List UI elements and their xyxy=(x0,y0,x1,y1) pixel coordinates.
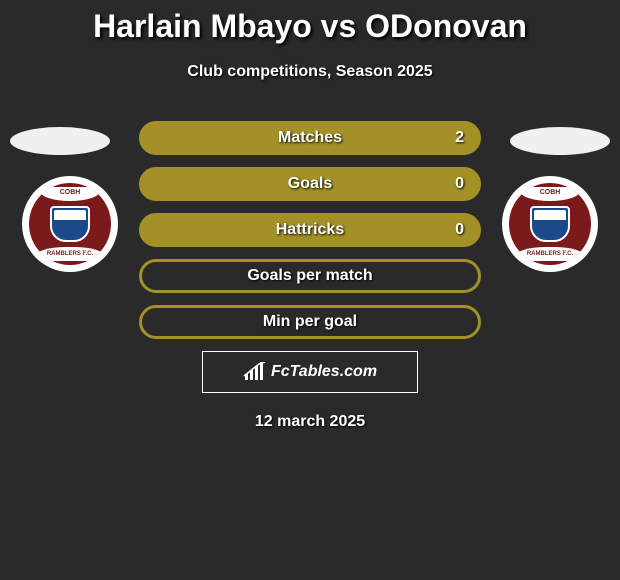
crest-left: COBH RAMBLERS F.C. xyxy=(29,183,111,265)
stat-row-hattricks: Hattricks 0 xyxy=(139,213,481,247)
player-right-disc xyxy=(510,127,610,155)
page-title: Harlain Mbayo vs ODonovan xyxy=(0,0,620,45)
team-left-badge: COBH RAMBLERS F.C. xyxy=(22,176,118,272)
stat-label: Min per goal xyxy=(263,313,357,331)
crest-left-top-text: COBH xyxy=(40,187,100,201)
stat-row-goals: Goals 0 xyxy=(139,167,481,201)
crest-right-shield xyxy=(530,206,570,242)
stat-value: 0 xyxy=(455,221,464,239)
team-right-badge: COBH RAMBLERS F.C. xyxy=(502,176,598,272)
stat-label: Hattricks xyxy=(276,221,344,239)
player-left-disc xyxy=(10,127,110,155)
brand-text: FcTables.com xyxy=(271,363,377,381)
stat-label: Matches xyxy=(278,129,342,147)
crest-right: COBH RAMBLERS F.C. xyxy=(509,183,591,265)
date-text: 12 march 2025 xyxy=(0,413,620,431)
crest-left-bottom-text: RAMBLERS F.C. xyxy=(35,247,105,261)
crest-right-top-text: COBH xyxy=(520,187,580,201)
stats-list: Matches 2 Goals 0 Hattricks 0 Goals per … xyxy=(139,121,481,339)
page-subtitle: Club competitions, Season 2025 xyxy=(0,63,620,81)
stat-row-matches: Matches 2 xyxy=(139,121,481,155)
stat-value: 0 xyxy=(455,175,464,193)
comparison-panel: COBH RAMBLERS F.C. COBH RAMBLERS F.C. Ma… xyxy=(0,121,620,431)
stat-row-min-per-goal: Min per goal xyxy=(139,305,481,339)
stat-label: Goals per match xyxy=(247,267,372,285)
bar-chart-icon xyxy=(243,362,267,382)
brand-box[interactable]: FcTables.com xyxy=(202,351,418,393)
stat-value: 2 xyxy=(455,129,464,147)
crest-right-bottom-text: RAMBLERS F.C. xyxy=(515,247,585,261)
crest-left-shield xyxy=(50,206,90,242)
stat-label: Goals xyxy=(288,175,332,193)
stat-row-goals-per-match: Goals per match xyxy=(139,259,481,293)
